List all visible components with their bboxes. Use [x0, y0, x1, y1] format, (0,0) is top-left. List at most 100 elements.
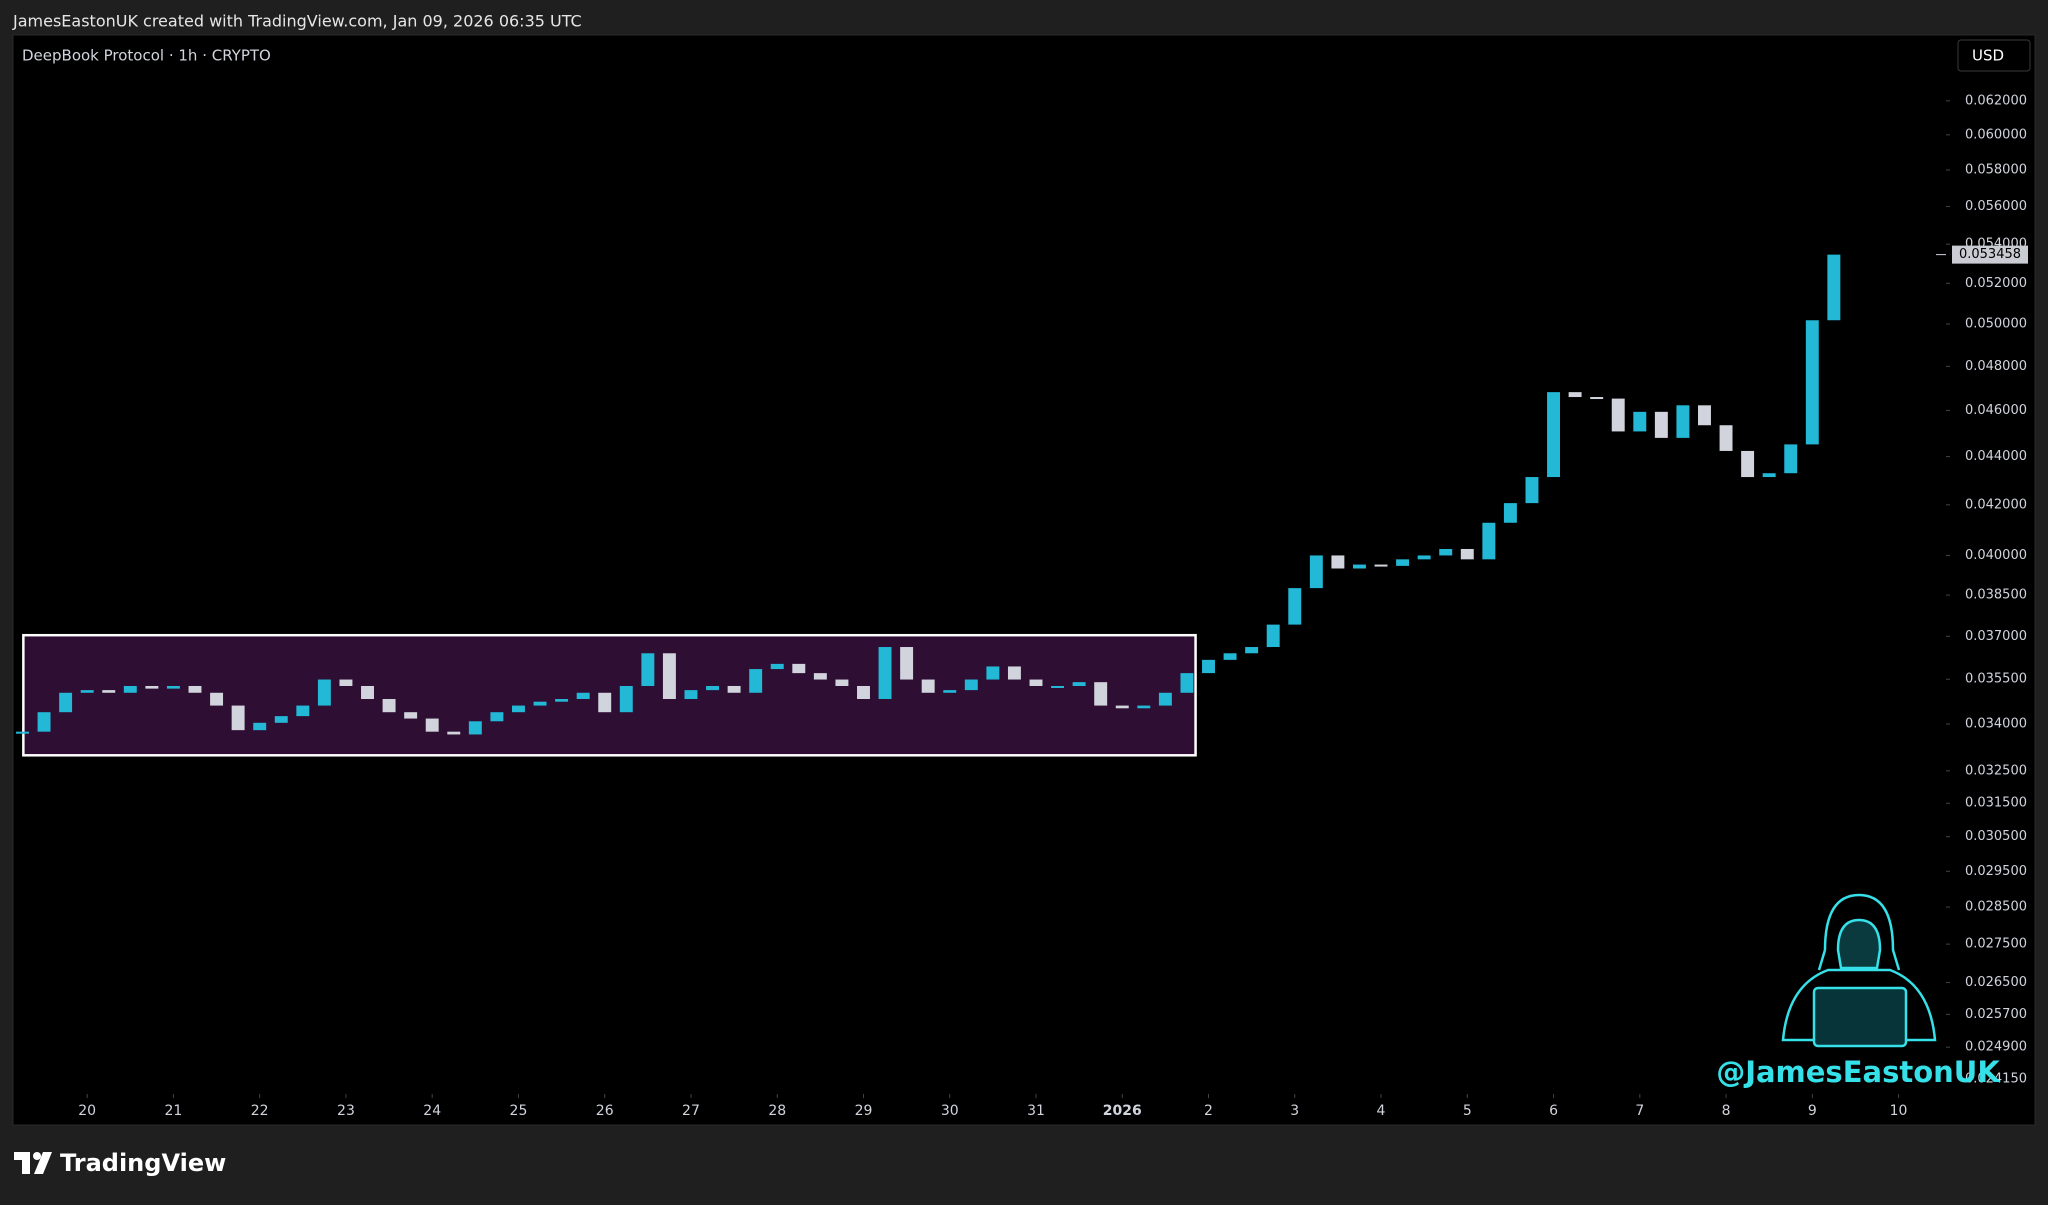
chart-area: [12, 34, 2036, 1126]
y-tick-label: 0.024900: [1965, 1040, 2027, 1055]
x-tick-label: 22: [251, 1103, 269, 1119]
candle: [1503, 503, 1517, 523]
y-tick-label: 0.062000: [1965, 93, 2027, 108]
candle: [468, 721, 482, 735]
candle: [1762, 473, 1776, 478]
candle: [576, 692, 590, 700]
y-tick-label: 0.058000: [1965, 163, 2027, 178]
y-tick-label: 0.048000: [1965, 359, 2027, 374]
candle: [900, 647, 914, 680]
last-price-box: [1952, 245, 2028, 264]
candle: [210, 692, 224, 706]
x-tick-label: 31: [1027, 1103, 1045, 1119]
tradingview-logo: TradingView: [14, 1149, 226, 1177]
candle: [857, 685, 870, 700]
currency-button[interactable]: [1957, 39, 2031, 72]
candle: [1288, 588, 1302, 625]
currency-label[interactable]: USD: [1972, 47, 2004, 65]
candle: [662, 653, 676, 700]
candle: [511, 705, 525, 713]
x-tick-label: 2026: [1103, 1103, 1142, 1119]
y-tick-label: 0.050000: [1965, 316, 2027, 331]
candle: [1309, 555, 1323, 589]
candle: [231, 705, 245, 731]
candle: [80, 690, 94, 693]
y-tick-label: 0.056000: [1965, 199, 2027, 214]
candle: [1611, 398, 1625, 432]
candle: [1741, 450, 1755, 478]
candle: [490, 712, 504, 722]
candle: [1547, 392, 1561, 478]
x-tick-label: 2: [1204, 1103, 1213, 1119]
x-tick-label: 9: [1808, 1103, 1817, 1119]
candle: [1784, 444, 1798, 474]
y-tick-label: 0.027500: [1965, 937, 2027, 952]
chart-title: DeepBook Protocol · 1h · CRYPTO: [22, 47, 271, 65]
y-tick-label: 0.034000: [1965, 717, 2027, 732]
candle: [1633, 411, 1647, 432]
candle: [1223, 653, 1237, 660]
candle: [964, 679, 978, 691]
candle: [123, 685, 137, 693]
y-tick-label: 0.060000: [1965, 127, 2027, 142]
y-tick-label: 0.032500: [1965, 763, 2027, 778]
x-tick-label: 29: [855, 1103, 873, 1119]
candle: [188, 685, 202, 693]
y-tick-label: 0.024150: [1965, 1071, 2027, 1086]
logo-text: TradingView: [60, 1149, 226, 1177]
x-tick-label: 28: [768, 1103, 786, 1119]
x-tick-label: 24: [423, 1103, 441, 1119]
x-tick-label: 23: [337, 1103, 355, 1119]
y-tick-label: 0.028500: [1965, 900, 2027, 915]
x-tick-label: 26: [596, 1103, 614, 1119]
x-tick-label: 4: [1377, 1103, 1386, 1119]
candle: [317, 679, 331, 706]
y-tick-label: 0.035500: [1965, 672, 2027, 687]
x-tick-label: 20: [78, 1103, 96, 1119]
candle: [425, 718, 439, 732]
candle: [1719, 425, 1733, 451]
y-tick-label: 0.037000: [1965, 629, 2027, 644]
avatar-icon: [1781, 893, 1937, 1048]
candle: [1158, 692, 1172, 706]
candle: [878, 647, 892, 700]
candle: [727, 685, 741, 693]
y-tick-label: 0.044000: [1965, 449, 2027, 464]
candle: [792, 663, 806, 674]
last-price-label: 0.053458: [1959, 247, 2021, 262]
candle: [102, 690, 116, 693]
x-tick-label: 25: [510, 1103, 528, 1119]
candle: [16, 731, 29, 734]
x-tick-label: 5: [1463, 1103, 1472, 1119]
x-tick-label: 21: [165, 1103, 183, 1119]
candle: [813, 673, 827, 680]
candle: [1266, 624, 1280, 648]
candle: [684, 690, 698, 700]
candle: [166, 685, 180, 689]
candle: [1417, 555, 1431, 560]
candle: [382, 699, 396, 713]
candle: [1029, 679, 1043, 686]
candle: [1202, 659, 1215, 674]
candle: [296, 705, 310, 717]
candle: [1439, 548, 1453, 556]
candle: [1007, 666, 1021, 680]
candle: [1137, 705, 1151, 709]
candle: [1352, 564, 1366, 569]
candle: [1331, 555, 1345, 569]
y-tick-label: 0.029500: [1965, 864, 2027, 879]
candle: [1094, 682, 1108, 706]
y-tick-label: 0.031500: [1965, 796, 2027, 811]
candle: [749, 669, 763, 693]
y-tick-label: 0.038500: [1965, 588, 2027, 603]
candle: [404, 712, 418, 719]
candle: [598, 692, 612, 713]
candle: [253, 722, 267, 731]
candle: [1051, 685, 1065, 688]
candle: [1374, 564, 1388, 567]
candle: [1676, 405, 1690, 438]
candle: [835, 679, 849, 686]
candle: [339, 679, 353, 686]
